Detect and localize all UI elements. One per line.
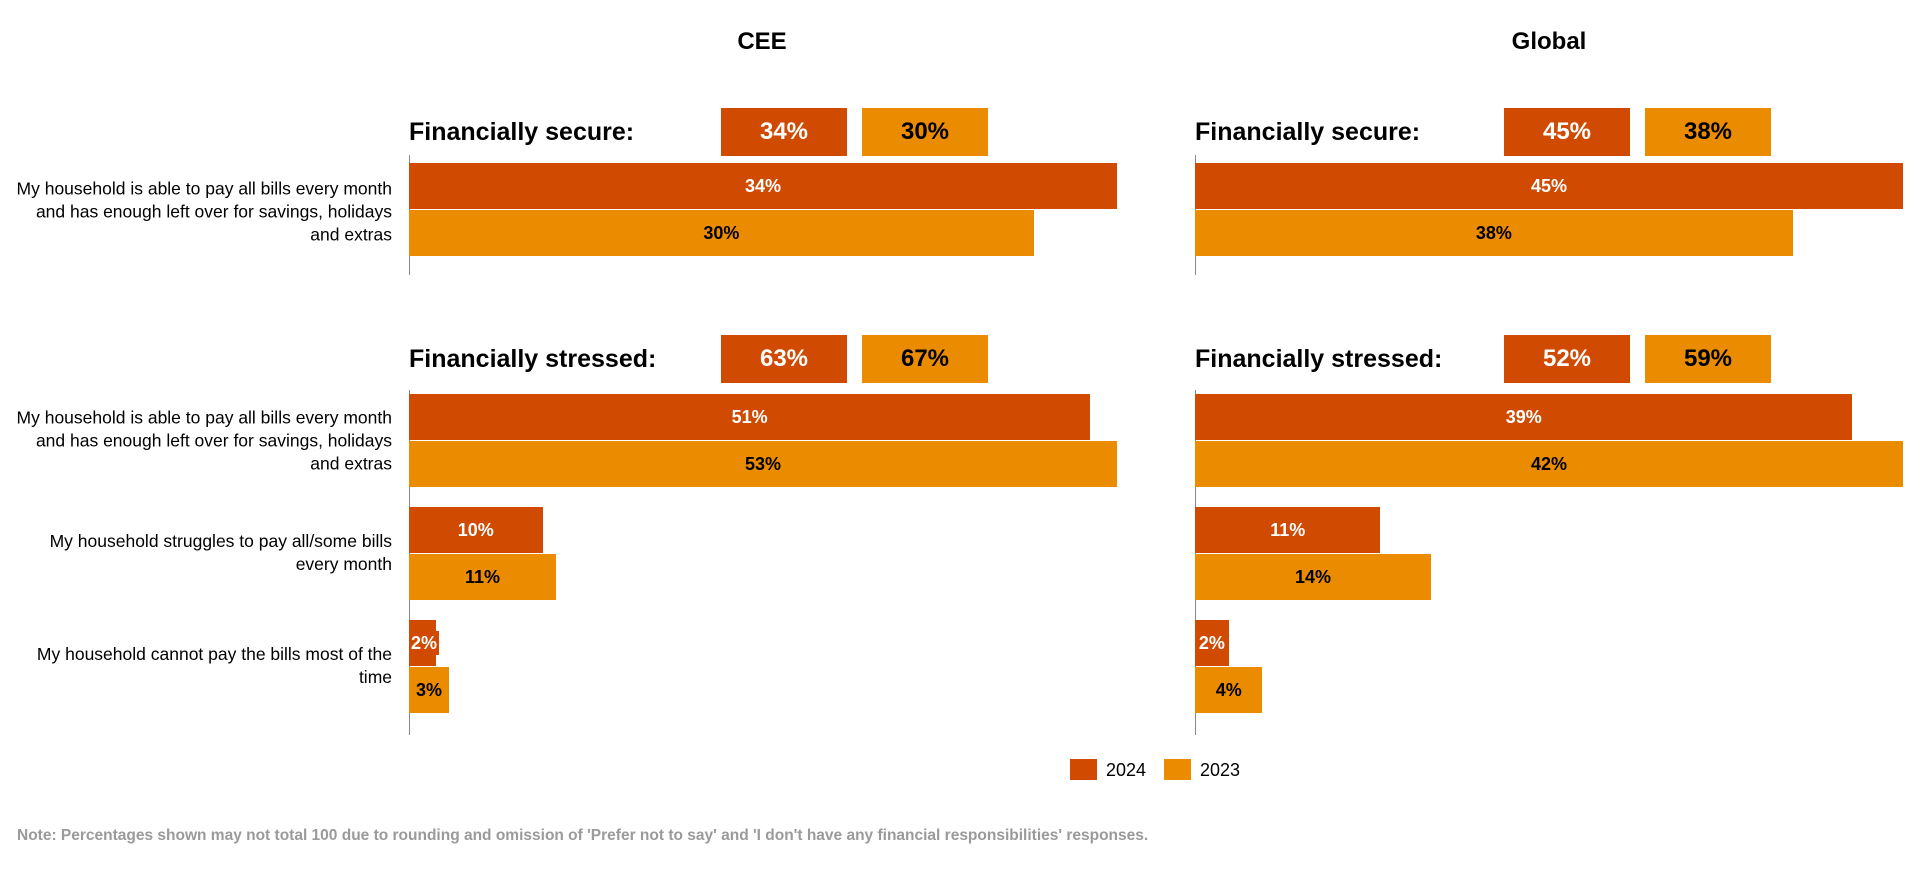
bar-2023: 30% [409,209,1034,256]
legend-label-2023: 2023 [1200,760,1241,780]
category-label: My household is able to pay all bills ev… [16,178,392,245]
bar-2023: 3% [409,666,450,713]
group-total-2024: 52% [1504,335,1630,383]
category-label: My household cannot pay the bills most o… [36,644,392,687]
data-label: 3% [416,679,443,700]
group-total-2024: 63% [721,335,847,383]
data-label: 10% [457,520,494,540]
group-total-2024: 45% [1504,108,1630,156]
group-total-2023: 59% [1645,335,1771,383]
category-label: My household is able to pay all bills ev… [16,407,392,474]
bar-2024: 51% [409,394,1091,440]
bar-2024: 10% [409,507,543,553]
bar-2023: 42% [1195,440,1903,487]
bar-2024: 39% [1195,394,1853,440]
bar-2023: 53% [409,440,1117,487]
group-total-2023: 67% [862,335,988,383]
bar-2024: 2% [1195,620,1229,666]
category-label: My household struggles to pay all/some b… [49,531,392,574]
data-label: 34% [744,176,782,196]
bar-2023: 4% [1195,666,1263,713]
data-label: 11% [464,566,500,587]
data-label: 2% [1196,631,1227,655]
group-label: Financially stressed: [409,345,657,373]
data-label: 11% [1270,520,1306,540]
bar-2024: 34% [409,163,1117,209]
group-total-2024: 34% [721,108,847,156]
legend-swatch-2023 [1164,759,1191,780]
group-label: Financially secure: [1195,118,1421,146]
bar-2023: 38% [1195,209,1793,256]
bar-2024: 2% [409,620,440,666]
data-label: 38% [1475,222,1512,243]
group-label: Financially secure: [409,118,635,146]
data-label: 53% [744,453,782,474]
bar-2023: 14% [1195,553,1431,600]
data-label: 45% [1530,176,1568,196]
data-label: 14% [1294,566,1332,587]
bar-2024: 45% [1195,163,1903,209]
data-label: 39% [1505,407,1542,427]
data-label: 51% [731,407,768,427]
legend-swatch-2024 [1070,759,1097,780]
data-label: 30% [703,222,740,243]
legend-label-2024: 2024 [1106,760,1147,780]
group-total-2023: 38% [1645,108,1771,156]
panel-title: CEE [737,28,787,55]
panel-title: Global [1511,28,1587,55]
footnote: Note: Percentages shown may not total 10… [17,827,1149,844]
group-label: Financially stressed: [1195,345,1443,373]
bar-2023: 11% [409,553,556,600]
bar-2024: 11% [1195,507,1381,553]
data-label: 2% [409,631,440,655]
data-label: 4% [1215,679,1242,700]
data-label: 42% [1530,453,1568,474]
group-total-2023: 30% [862,108,988,156]
